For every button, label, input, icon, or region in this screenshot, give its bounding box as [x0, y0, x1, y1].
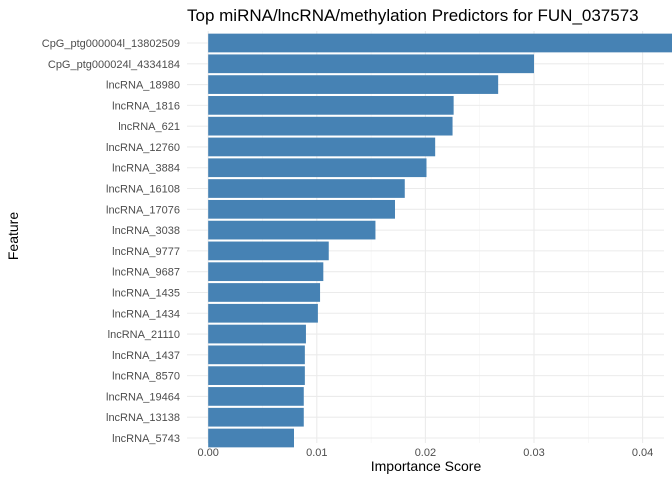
chart-title: Top miRNA/lncRNA/methylation Predictors … — [187, 6, 639, 25]
bar-lncrna-621 — [208, 116, 453, 136]
bar-lncrna-1434 — [208, 303, 318, 323]
y-tick-label: lncRNA_13138 — [106, 412, 180, 424]
y-tick-label: lncRNA_3884 — [112, 163, 180, 175]
y-tick-label: lncRNA_18980 — [106, 80, 180, 92]
y-tick-label: lncRNA_1816 — [112, 100, 180, 112]
y-tick-label: lncRNA_9687 — [112, 267, 180, 279]
y-tick-label: lncRNA_3038 — [112, 225, 180, 237]
x-tick-label: 0.00 — [197, 447, 218, 459]
y-tick-label: lncRNA_21110 — [108, 329, 180, 341]
y-tick-labels: CpG_ptg000004l_13802509 CpG_ptg000024l_43… — [42, 38, 180, 445]
y-tick-label: lncRNA_1435 — [112, 287, 180, 299]
bar-lncrna-5743 — [208, 428, 294, 448]
bar-lncrna-9687 — [208, 262, 324, 282]
bar-lncrna-1437 — [208, 345, 305, 365]
y-tick-label: lncRNA_16108 — [106, 184, 180, 196]
x-tick-label: 0.03 — [523, 447, 544, 459]
y-tick-label: lncRNA_19464 — [106, 391, 180, 403]
x-axis-title: Importance Score — [371, 458, 482, 474]
y-tick-label: lncRNA_12760 — [106, 142, 180, 154]
y-tick-label: CpG_ptg000024l_4334184 — [48, 59, 180, 71]
y-tick-label: lncRNA_5743 — [112, 433, 180, 445]
bar-lncrna-12760 — [208, 137, 436, 157]
bar-cpg-ptg000024l-4334184 — [208, 54, 534, 74]
x-tick-labels: 0.00 0.01 0.02 0.03 0.04 — [197, 447, 653, 459]
bar-lncrna-3884 — [208, 158, 427, 178]
y-tick-label: lncRNA_9777 — [112, 246, 180, 258]
bar-lncrna-21110 — [208, 324, 306, 344]
bar-cpg-ptg000004l-13802509 — [208, 33, 672, 53]
bar-lncrna-1435 — [208, 283, 321, 302]
bar-lncrna-16108 — [208, 179, 405, 198]
bar-lncrna-3038 — [208, 220, 376, 240]
y-tick-label: lncRNA_17076 — [106, 204, 180, 216]
bar-lncrna-18980 — [208, 75, 499, 94]
y-tick-label: lncRNA_1437 — [112, 350, 180, 362]
bar-lncrna-8570 — [208, 366, 305, 385]
y-tick-label: lncRNA_8570 — [112, 371, 180, 383]
y-axis-title: Feature — [5, 212, 21, 260]
x-tick-label: 0.04 — [632, 447, 653, 459]
y-tick-label: lncRNA_1434 — [112, 308, 180, 320]
bars-group — [208, 33, 672, 448]
x-tick-label: 0.01 — [306, 447, 327, 459]
y-tick-label: CpG_ptg000004l_13802509 — [42, 38, 180, 50]
bar-lncrna-1816 — [208, 96, 454, 115]
bar-lncrna-19464 — [208, 387, 304, 406]
bar-lncrna-13138 — [208, 407, 304, 427]
y-tick-label: lncRNA_621 — [118, 121, 180, 133]
bar-lncrna-17076 — [208, 199, 395, 219]
x-tick-label: 0.02 — [415, 447, 436, 459]
bar-lncrna-9777 — [208, 241, 329, 261]
